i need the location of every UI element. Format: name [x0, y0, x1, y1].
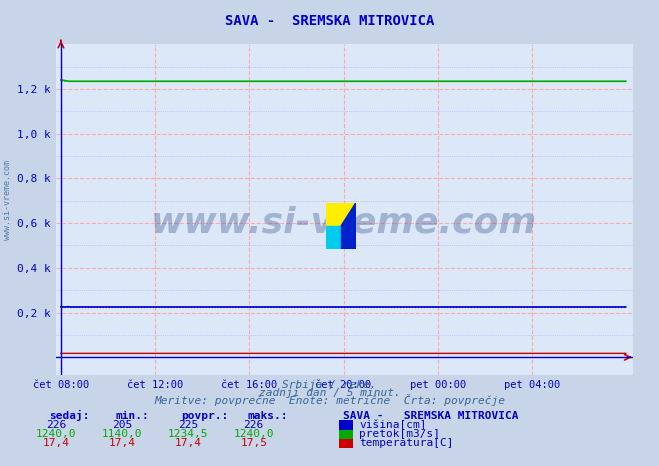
Text: 17,4: 17,4 [109, 439, 135, 448]
Text: 225: 225 [178, 420, 198, 430]
Text: zadnji dan / 5 minut.: zadnji dan / 5 minut. [258, 388, 401, 398]
Polygon shape [341, 226, 356, 249]
Text: 17,4: 17,4 [43, 439, 69, 448]
Text: pretok[m3/s]: pretok[m3/s] [359, 429, 440, 439]
Text: temperatura[C]: temperatura[C] [359, 439, 453, 448]
Text: višina[cm]: višina[cm] [359, 419, 426, 430]
Text: povpr.:: povpr.: [181, 411, 229, 421]
Text: 205: 205 [112, 420, 132, 430]
Text: www.si-vreme.com: www.si-vreme.com [3, 160, 13, 240]
Text: min.:: min.: [115, 411, 149, 421]
Text: 17,5: 17,5 [241, 439, 267, 448]
Polygon shape [326, 203, 356, 226]
Text: Srbija / reke.: Srbija / reke. [282, 380, 377, 390]
Text: 1240,0: 1240,0 [36, 429, 76, 439]
Text: 1234,5: 1234,5 [167, 429, 208, 439]
Text: 1140,0: 1140,0 [101, 429, 142, 439]
Text: www.si-vreme.com: www.si-vreme.com [152, 206, 537, 240]
Text: 226: 226 [244, 420, 264, 430]
Text: 1240,0: 1240,0 [233, 429, 274, 439]
Text: SAVA -  SREMSKA MITROVICA: SAVA - SREMSKA MITROVICA [225, 14, 434, 28]
Polygon shape [326, 226, 341, 249]
Text: sedaj:: sedaj: [49, 411, 90, 421]
Text: 226: 226 [46, 420, 66, 430]
Polygon shape [341, 203, 356, 226]
Text: 17,4: 17,4 [175, 439, 201, 448]
Text: maks.:: maks.: [247, 411, 287, 421]
Text: SAVA -   SREMSKA MITROVICA: SAVA - SREMSKA MITROVICA [343, 411, 518, 421]
Text: Meritve: povprečne  Enote: metrične  Črta: povprečje: Meritve: povprečne Enote: metrične Črta:… [154, 395, 505, 406]
